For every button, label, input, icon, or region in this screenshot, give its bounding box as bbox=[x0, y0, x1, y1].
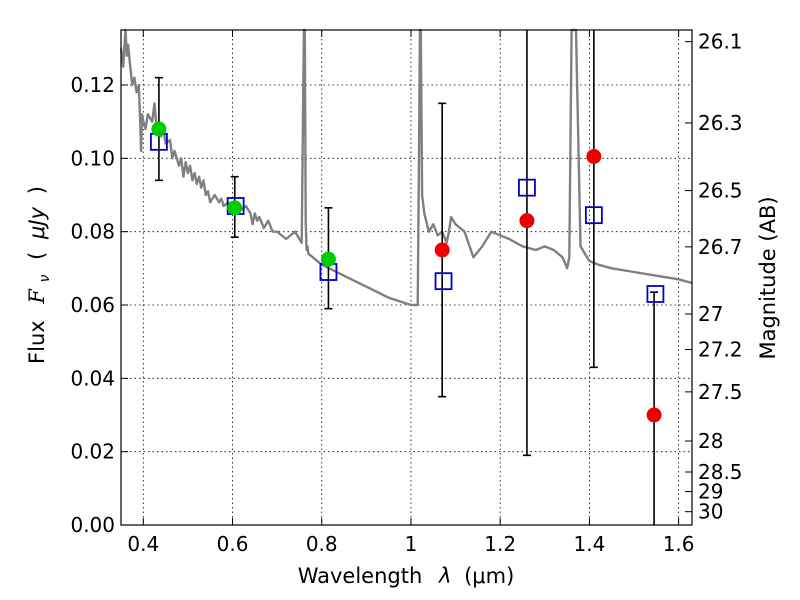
y-tick-label: 0.00 bbox=[70, 513, 115, 537]
x-tick-label: 1 bbox=[405, 532, 418, 556]
y-axis-label-symbol: F bbox=[25, 288, 49, 305]
y-tick-label: 0.12 bbox=[70, 73, 115, 97]
x-tick-label: 0.4 bbox=[127, 532, 159, 556]
y2-tick-label: 26.1 bbox=[698, 30, 743, 54]
y-tick-label: 0.08 bbox=[70, 220, 115, 244]
x-tick-label: 0.8 bbox=[306, 532, 338, 556]
x-tick-label: 1.6 bbox=[663, 532, 695, 556]
y2-tick-label: 29 bbox=[698, 480, 723, 504]
y-axis-label-subscript: ν bbox=[37, 274, 53, 282]
y-tick-label: 0.10 bbox=[70, 146, 115, 170]
y-axis-label-paren-close: ) bbox=[25, 186, 49, 194]
detection-point bbox=[151, 121, 167, 137]
model-photometry-square bbox=[584, 206, 603, 225]
y2-tick-label: 28.5 bbox=[698, 460, 743, 484]
y-tick-label: 0.04 bbox=[70, 366, 115, 390]
x-tick-label: 1.4 bbox=[573, 532, 605, 556]
y2-axis-label: Magnitude (AB) bbox=[756, 196, 780, 359]
y2-tick-label: 27.2 bbox=[698, 338, 743, 362]
y2-tick-label: 27 bbox=[698, 302, 723, 326]
y-tick-label: 0.06 bbox=[70, 293, 115, 317]
non-detection-point bbox=[519, 213, 535, 229]
detection-point bbox=[227, 200, 243, 216]
plot-frame bbox=[120, 29, 693, 526]
y-axis-label-unit: μJy bbox=[25, 206, 49, 240]
y2-tick-label: 26.7 bbox=[698, 235, 743, 259]
y2-tick-label: 26.5 bbox=[698, 179, 743, 203]
y-axis-label-paren-open: ( bbox=[25, 252, 49, 260]
non-detection-point bbox=[434, 242, 450, 258]
plot-area bbox=[119, 28, 693, 525]
y2-tick-label: 28 bbox=[698, 429, 723, 453]
x-axis-label-text: Wavelength bbox=[298, 564, 423, 588]
y-axis-label: Flux F ν ( μJy ) bbox=[25, 186, 54, 364]
y2-tick-label: 27.5 bbox=[698, 380, 743, 404]
model-photometry-square bbox=[646, 285, 665, 303]
y-tick-label: 0.02 bbox=[70, 440, 115, 464]
non-detection-point bbox=[586, 149, 602, 164]
y2-tick-label: 30 bbox=[698, 500, 723, 524]
axis-ticks: 0.4 0.6 0.8 1 1.2 1.4 1.6 0.00 0.02 0.04 0.06 0.08 0… bbox=[70, 30, 742, 556]
y2-tick-label: 26.3 bbox=[698, 111, 743, 135]
model-photometry-square bbox=[434, 272, 453, 291]
model-photometry-square bbox=[518, 178, 536, 197]
x-axis-label-symbol: λ bbox=[438, 564, 451, 588]
x-axis-label: Wavelength λ (μm) bbox=[298, 564, 515, 588]
x-axis-label-unit: (μm) bbox=[464, 564, 514, 588]
x-tick-label: 1.2 bbox=[484, 532, 516, 556]
x-tick-label: 0.6 bbox=[217, 532, 249, 556]
detection-point bbox=[320, 251, 336, 267]
grid-lines bbox=[121, 30, 692, 526]
y-axis-label-text: Flux bbox=[25, 320, 49, 364]
non-detection-point bbox=[646, 407, 662, 423]
model-spectrum-line bbox=[119, 28, 693, 307]
